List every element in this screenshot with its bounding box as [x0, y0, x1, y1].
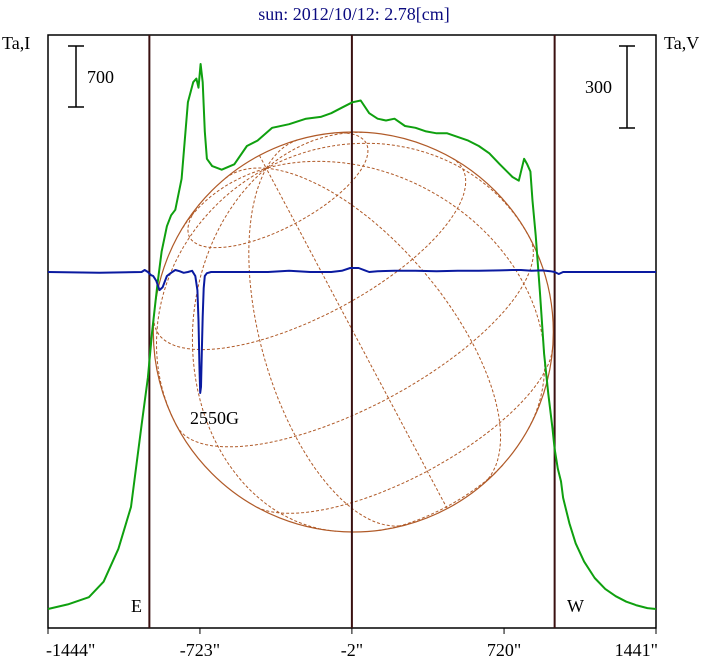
- longitude-line: [248, 168, 405, 527]
- longitude-line: [225, 167, 267, 179]
- right-scale-value: 300: [585, 77, 612, 97]
- longitude-line: [265, 139, 298, 169]
- x-tick-label: 1441": [615, 640, 658, 660]
- x-tick-label: -723": [180, 640, 220, 660]
- longitude-line: [155, 167, 267, 427]
- longitude-line: [259, 155, 267, 169]
- x-tick-label: -2": [341, 640, 363, 660]
- right-scale-bar: [619, 45, 635, 129]
- longitude-line: [191, 167, 336, 532]
- longitude-line: [265, 131, 363, 169]
- right-axis-label: Ta,V: [664, 33, 699, 53]
- latitude-line: [153, 158, 467, 351]
- longitude-line: [266, 167, 502, 483]
- longitude-line: [266, 142, 531, 239]
- field-annotation: 2550G: [190, 408, 239, 428]
- x-tick-label: -1444": [46, 640, 95, 660]
- polarization-series-line: [47, 267, 656, 394]
- west-label: W: [567, 596, 584, 616]
- left-scale-bar: [68, 45, 84, 108]
- latitude-line: [256, 350, 553, 514]
- longitude-line: [182, 167, 267, 229]
- limb-center-markers: [148, 35, 556, 628]
- longitude-line: [265, 168, 448, 509]
- solar-disk-grid: [152, 131, 554, 533]
- x-axis-ticks: -1444" -723" -2" 720" 1441": [46, 628, 658, 660]
- east-label: E: [131, 596, 142, 616]
- x-tick-label: 720": [487, 640, 521, 660]
- solar-limb-circle: [152, 131, 554, 533]
- intensity-series-line: [47, 63, 657, 610]
- chart-title: sun: 2012/10/12: 2.78[cm]: [258, 4, 450, 24]
- left-axis-label: Ta,I: [2, 33, 30, 53]
- left-scale-value: 700: [87, 67, 114, 87]
- data-series: [47, 63, 657, 610]
- latitude-line: [187, 132, 369, 249]
